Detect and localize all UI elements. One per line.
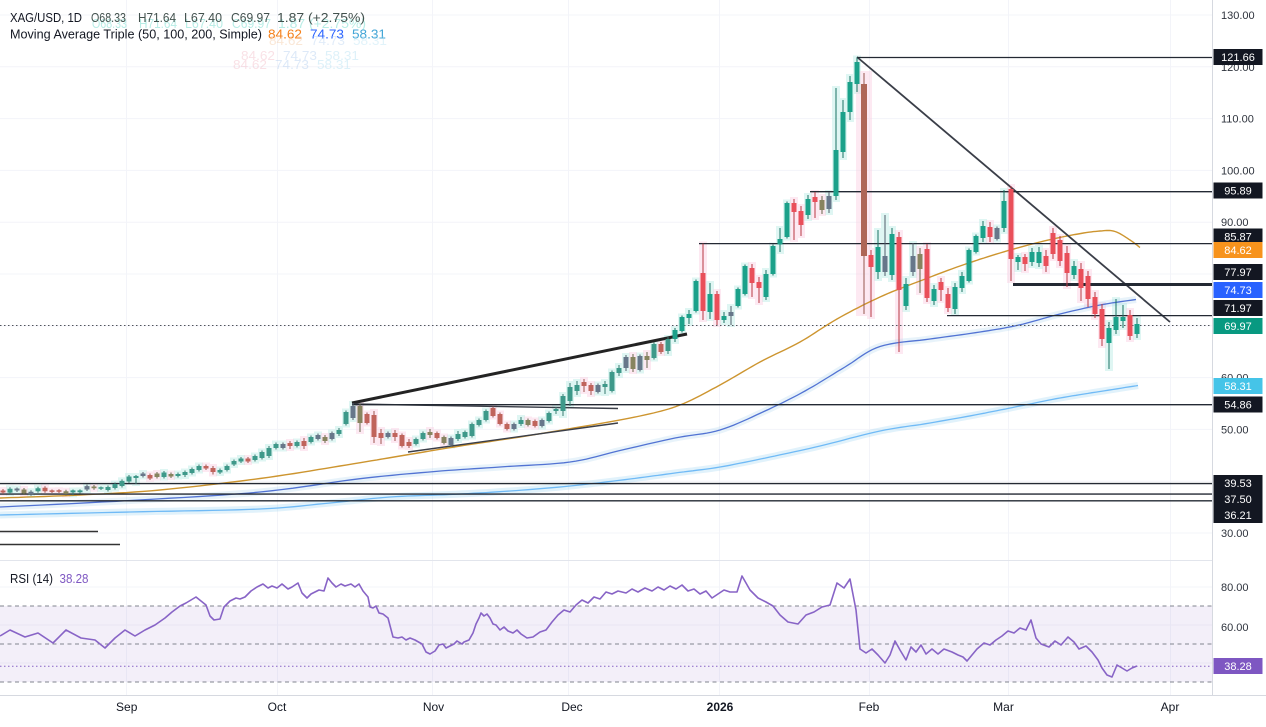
svg-text:1.87 (+2.75%): 1.87 (+2.75%) bbox=[277, 10, 365, 25]
svg-text:39.53: 39.53 bbox=[1224, 478, 1252, 490]
svg-text:77.97: 77.97 bbox=[1224, 267, 1252, 279]
svg-text:50.00: 50.00 bbox=[1221, 424, 1249, 436]
svg-text:54.86: 54.86 bbox=[1224, 400, 1252, 412]
svg-text:Moving Average Triple (50, 100: Moving Average Triple (50, 100, 200, Sim… bbox=[10, 27, 262, 42]
svg-text:Oct: Oct bbox=[268, 700, 287, 714]
svg-text:74.73: 74.73 bbox=[1224, 285, 1252, 297]
svg-text:RSI (14): RSI (14) bbox=[10, 571, 53, 586]
svg-text:110.00: 110.00 bbox=[1221, 114, 1254, 126]
svg-text:85.87: 85.87 bbox=[1224, 232, 1252, 244]
svg-text:130.00: 130.00 bbox=[1221, 10, 1255, 22]
svg-text:121.66: 121.66 bbox=[1221, 52, 1255, 64]
svg-text:38.28: 38.28 bbox=[1224, 661, 1252, 673]
svg-text:Nov: Nov bbox=[423, 700, 444, 714]
svg-text:XAG/USD, 1D: XAG/USD, 1D bbox=[10, 10, 82, 25]
svg-text:30.00: 30.00 bbox=[1221, 528, 1249, 540]
svg-text:84.62: 84.62 bbox=[233, 57, 267, 72]
svg-text:Mar: Mar bbox=[993, 700, 1014, 714]
svg-text:71.97: 71.97 bbox=[1224, 303, 1252, 315]
svg-text:95.89: 95.89 bbox=[1224, 186, 1252, 198]
svg-text:69.97: 69.97 bbox=[1224, 321, 1252, 333]
svg-text:L67.40: L67.40 bbox=[184, 10, 222, 25]
svg-text:100.00: 100.00 bbox=[1221, 165, 1255, 177]
svg-text:38.28: 38.28 bbox=[60, 571, 89, 586]
svg-text:37.50: 37.50 bbox=[1224, 494, 1252, 506]
svg-text:58.31: 58.31 bbox=[1224, 381, 1252, 393]
svg-text:Apr: Apr bbox=[1161, 700, 1180, 714]
svg-text:H71.64: H71.64 bbox=[138, 10, 176, 25]
svg-text:74.73: 74.73 bbox=[311, 33, 345, 48]
svg-text:O68.33: O68.33 bbox=[91, 10, 126, 25]
svg-text:Sep: Sep bbox=[116, 700, 138, 714]
svg-text:60.00: 60.00 bbox=[1221, 622, 1249, 634]
svg-text:Feb: Feb bbox=[859, 700, 880, 714]
svg-text:90.00: 90.00 bbox=[1221, 217, 1249, 229]
svg-text:Dec: Dec bbox=[561, 700, 582, 714]
svg-text:74.73: 74.73 bbox=[275, 57, 309, 72]
svg-text:80.00: 80.00 bbox=[1221, 582, 1249, 594]
svg-text:84.62: 84.62 bbox=[1224, 245, 1252, 257]
svg-text:58.31: 58.31 bbox=[353, 33, 387, 48]
svg-text:36.21: 36.21 bbox=[1224, 510, 1252, 522]
svg-text:C69.97: C69.97 bbox=[231, 10, 270, 25]
svg-text:2026: 2026 bbox=[707, 700, 734, 714]
svg-text:58.31: 58.31 bbox=[317, 57, 351, 72]
svg-text:84.62: 84.62 bbox=[269, 33, 303, 48]
